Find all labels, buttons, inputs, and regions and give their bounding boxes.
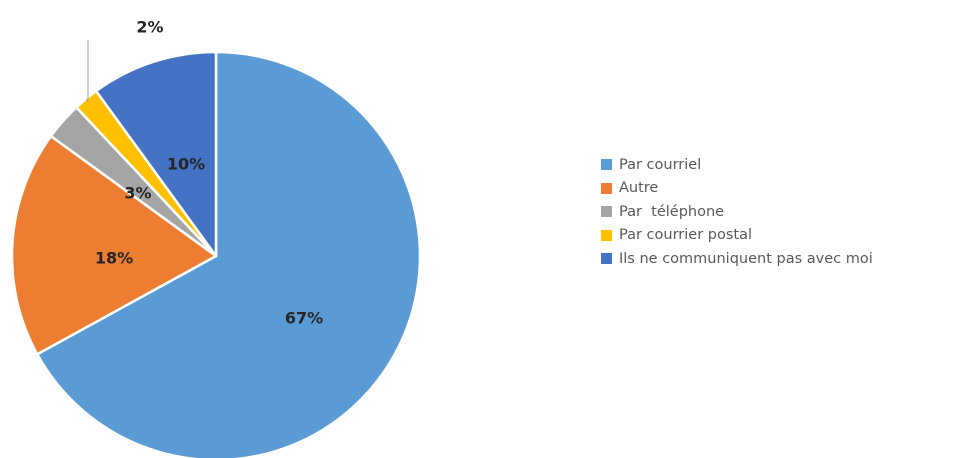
legend-label: Ils ne communiquent pas avec moi <box>619 250 873 267</box>
pie-slice <box>35 50 422 458</box>
data-labels: 67% 18% 3% 2% 10% <box>95 18 323 328</box>
legend-item: Par courriel <box>601 153 873 177</box>
data-label: 67% <box>285 309 323 328</box>
legend-label: Par courriel <box>619 156 702 173</box>
legend-swatch <box>601 229 612 241</box>
legend-item: Ils ne communiquent pas avec moi <box>601 247 873 271</box>
legend-label: Par courrier postal <box>619 227 752 244</box>
pie-slice <box>10 134 218 356</box>
pie-slice <box>94 50 218 258</box>
data-label: 3% <box>124 184 151 203</box>
legend-label: Autre <box>619 180 659 197</box>
legend: Par courriel Autre Par téléphone Par courri… <box>601 153 873 271</box>
pie-slices <box>10 50 422 458</box>
data-label: 18% <box>95 249 133 268</box>
legend-item: Par courrier postal <box>601 224 873 248</box>
legend-swatch <box>601 206 612 218</box>
legend-swatch <box>601 182 612 194</box>
leader-lines <box>85 40 89 103</box>
data-label: 10% <box>167 155 205 174</box>
legend-item: Autre <box>601 177 873 201</box>
legend-item: Par téléphone <box>601 200 873 224</box>
legend-swatch <box>601 253 612 265</box>
legend-label: Par téléphone <box>619 203 725 220</box>
data-label: 2% <box>136 18 163 37</box>
legend-swatch <box>601 159 612 171</box>
leader-line <box>85 40 89 103</box>
